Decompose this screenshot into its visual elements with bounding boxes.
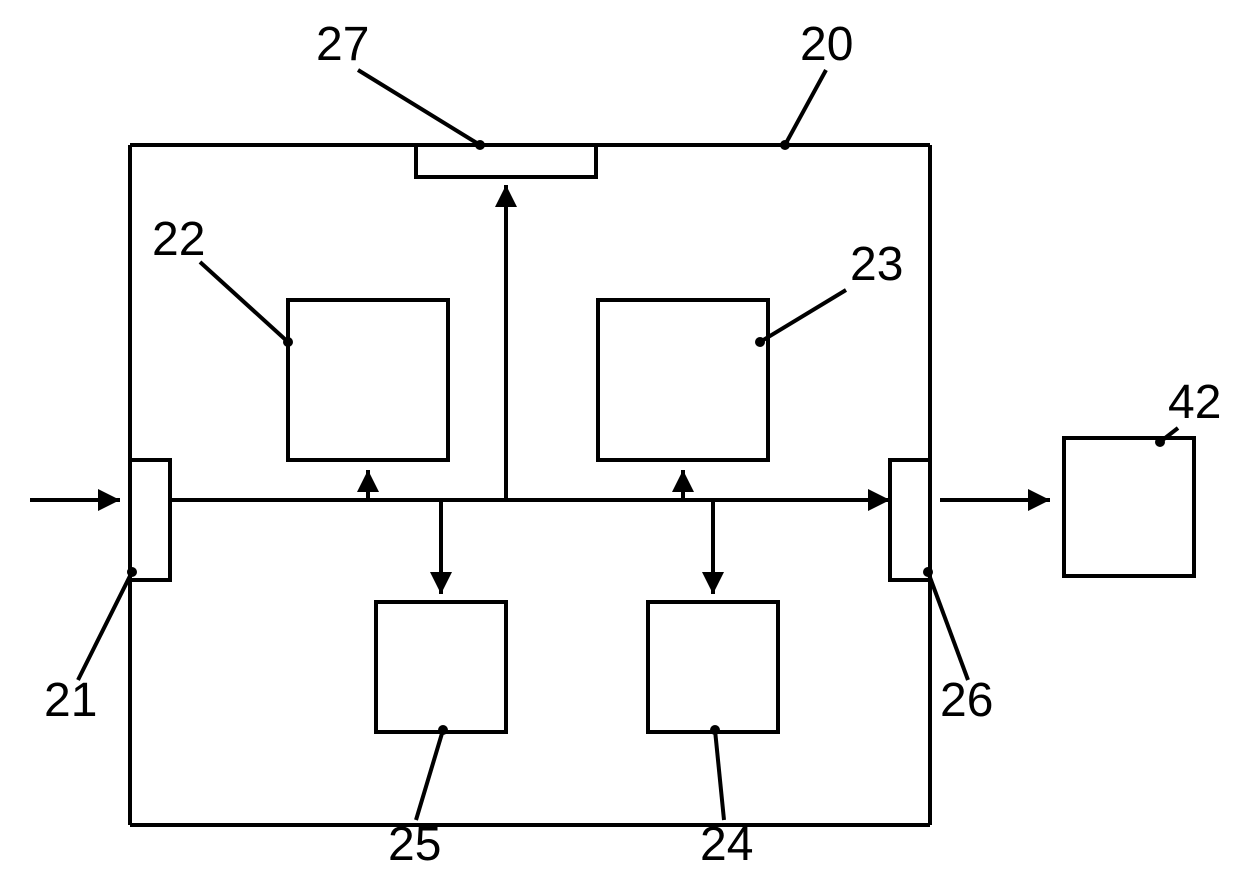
port-27	[416, 145, 596, 177]
leader-25	[416, 730, 443, 820]
leader-20	[785, 70, 826, 145]
port-21	[130, 460, 170, 580]
label-21: 21	[44, 674, 97, 727]
label-22: 22	[152, 213, 205, 266]
port-26	[890, 460, 930, 580]
leader-24	[715, 730, 724, 820]
label-24: 24	[700, 818, 753, 871]
label-23: 23	[850, 238, 903, 291]
diagram-canvas: 27 20 22 23 42 21 26 25 24	[0, 0, 1240, 879]
label-42: 42	[1168, 376, 1221, 429]
leader-26	[928, 572, 968, 680]
leader-23	[760, 290, 846, 342]
block-23	[598, 300, 768, 460]
label-20: 20	[800, 18, 853, 71]
leader-21	[78, 572, 132, 680]
leader-22	[200, 262, 288, 342]
block-25	[376, 602, 506, 732]
block-diagram-svg: 27 20 22 23 42 21 26 25 24	[0, 0, 1240, 879]
label-27: 27	[316, 18, 369, 71]
label-26: 26	[940, 674, 993, 727]
block-42	[1064, 438, 1194, 576]
block-22	[288, 300, 448, 460]
block-24	[648, 602, 778, 732]
label-25: 25	[388, 818, 441, 871]
leader-27	[358, 70, 480, 145]
